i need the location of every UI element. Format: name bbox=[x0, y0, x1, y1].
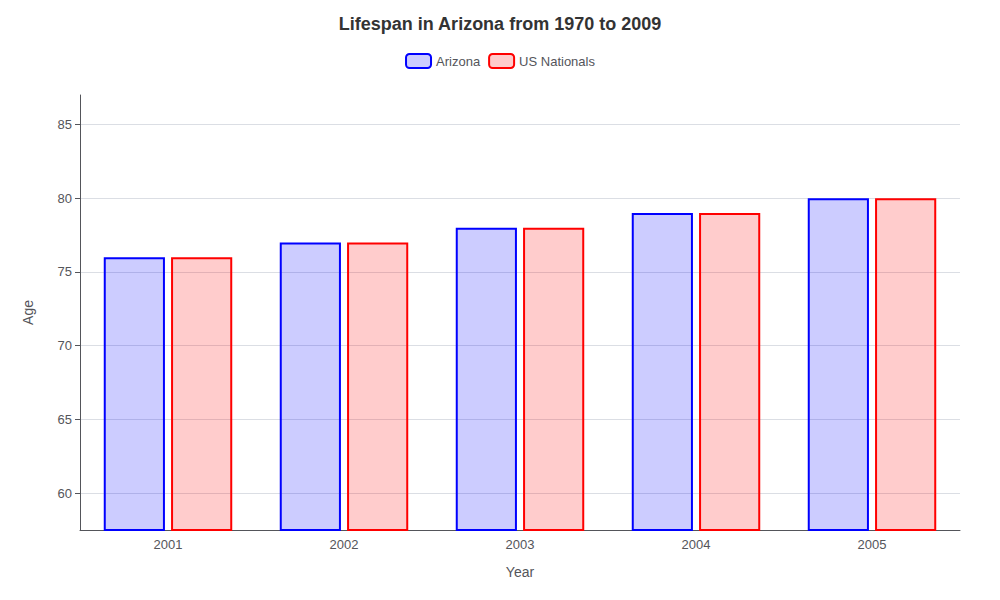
svg-text:2001: 2001 bbox=[154, 537, 183, 552]
svg-text:75: 75 bbox=[58, 264, 72, 279]
svg-text:Lifespan in Arizona from 1970: Lifespan in Arizona from 1970 to 2009 bbox=[339, 14, 661, 34]
svg-text:Year: Year bbox=[506, 564, 535, 580]
svg-text:2005: 2005 bbox=[858, 537, 887, 552]
svg-text:2003: 2003 bbox=[506, 537, 535, 552]
svg-text:70: 70 bbox=[58, 338, 72, 353]
svg-text:Age: Age bbox=[20, 300, 36, 325]
svg-text:80: 80 bbox=[58, 191, 72, 206]
svg-text:85: 85 bbox=[58, 117, 72, 132]
svg-text:65: 65 bbox=[58, 412, 72, 427]
svg-text:60: 60 bbox=[58, 486, 72, 501]
svg-text:US Nationals: US Nationals bbox=[519, 54, 595, 69]
svg-text:Arizona: Arizona bbox=[436, 54, 481, 69]
svg-text:2002: 2002 bbox=[330, 537, 359, 552]
svg-text:2004: 2004 bbox=[682, 537, 711, 552]
